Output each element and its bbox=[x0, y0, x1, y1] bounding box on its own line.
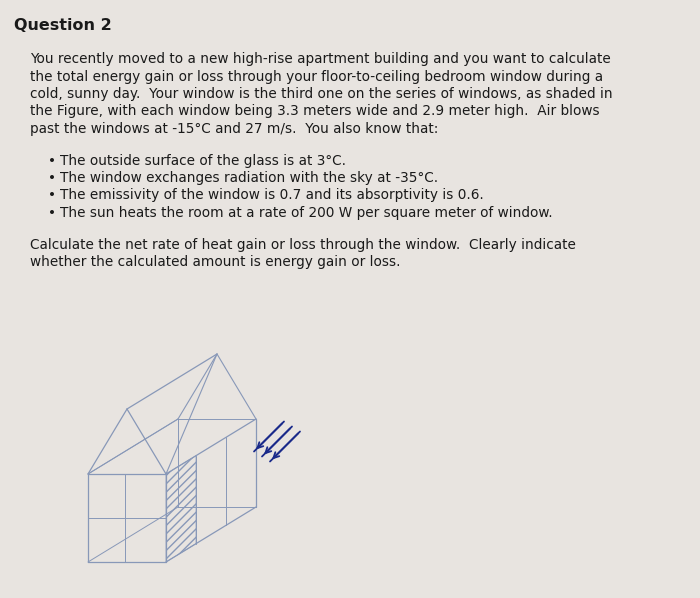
Text: •: • bbox=[48, 154, 56, 167]
Text: Question 2: Question 2 bbox=[14, 18, 112, 33]
Text: •: • bbox=[48, 188, 56, 203]
Text: •: • bbox=[48, 171, 56, 185]
Text: The emissivity of the window is 0.7 and its absorptivity is 0.6.: The emissivity of the window is 0.7 and … bbox=[60, 188, 484, 203]
Text: the total energy gain or loss through your floor-to-ceiling bedroom window durin: the total energy gain or loss through yo… bbox=[30, 69, 603, 84]
Text: •: • bbox=[48, 206, 56, 220]
Text: The window exchanges radiation with the sky at -35°C.: The window exchanges radiation with the … bbox=[60, 171, 438, 185]
Text: You recently moved to a new high-rise apartment building and you want to calcula: You recently moved to a new high-rise ap… bbox=[30, 52, 610, 66]
Text: The outside surface of the glass is at 3°C.: The outside surface of the glass is at 3… bbox=[60, 154, 346, 167]
Text: the Figure, with each window being 3.3 meters wide and 2.9 meter high.  Air blow: the Figure, with each window being 3.3 m… bbox=[30, 105, 600, 118]
Text: past the windows at -15°C and 27 m/s.  You also know that:: past the windows at -15°C and 27 m/s. Yo… bbox=[30, 122, 438, 136]
Text: cold, sunny day.  Your window is the third one on the series of windows, as shad: cold, sunny day. Your window is the thir… bbox=[30, 87, 612, 101]
Text: The sun heats the room at a rate of 200 W per square meter of window.: The sun heats the room at a rate of 200 … bbox=[60, 206, 552, 220]
Text: whether the calculated amount is energy gain or loss.: whether the calculated amount is energy … bbox=[30, 255, 400, 269]
Text: Calculate the net rate of heat gain or loss through the window.  Clearly indicat: Calculate the net rate of heat gain or l… bbox=[30, 237, 576, 252]
